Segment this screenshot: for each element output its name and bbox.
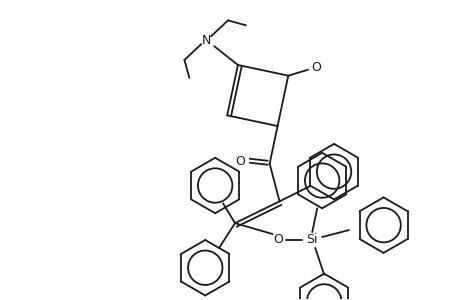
Text: Si: Si — [306, 233, 317, 247]
Text: O: O — [235, 155, 244, 168]
Text: N: N — [201, 34, 210, 47]
Text: O: O — [310, 61, 320, 74]
Text: O: O — [273, 233, 283, 247]
